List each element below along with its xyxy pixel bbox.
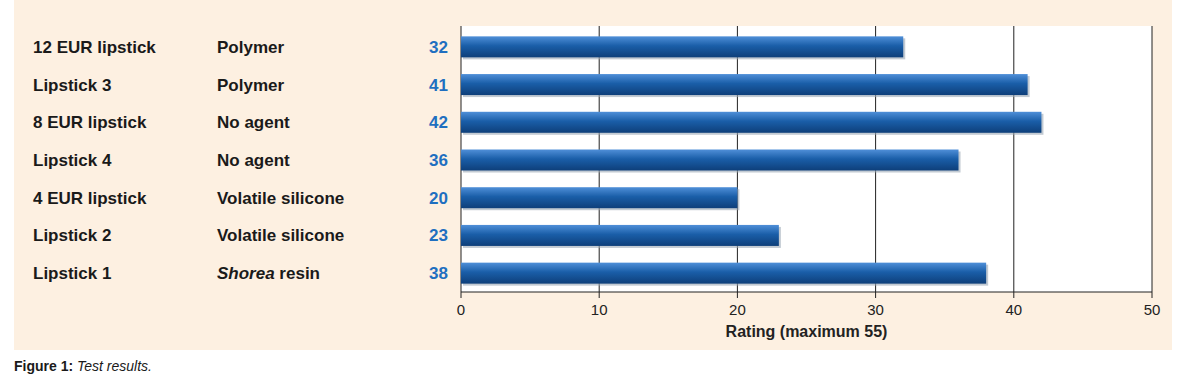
agent-label: No agent [217,113,290,132]
caption: Figure 1: Test results. [14,358,152,374]
tick-label: 10 [591,301,608,318]
chart: 0 10 20 30 40 50 Rating (maximum 55) 12 EUR lip… [0,0,1182,383]
agent-label: Shorea resin [217,264,320,283]
data-label: 20 [429,189,448,208]
category-label: Lipstick 2 [33,226,111,245]
tick [1152,292,1153,298]
tick [875,292,876,298]
category-label: 4 EUR lipstick [33,189,147,208]
tick [599,292,600,298]
agent-label-part: Shorea [217,264,275,283]
category-label: Lipstick 4 [33,151,112,170]
data-label: 42 [429,113,448,132]
panel [14,0,1172,350]
data-label: 23 [429,226,448,245]
grid-line [1013,26,1014,292]
bar [461,36,903,57]
agent-label: Polymer [217,76,284,95]
tick-label: 50 [1144,301,1161,318]
tick-label: 40 [1005,301,1022,318]
agent-label: Volatile silicone [217,226,344,245]
bar [461,225,779,246]
tick-label: 20 [729,301,746,318]
data-label: 32 [429,38,448,57]
tick [1013,292,1014,298]
category-label: Lipstick 1 [33,264,111,283]
grid-line [1152,26,1153,292]
axis-title: Rating (maximum 55) [726,323,888,340]
data-label: 41 [429,76,448,95]
tick [461,292,462,298]
bar [461,150,959,171]
caption-part: Figure 1: [14,358,73,374]
bar [461,187,737,208]
bar [461,74,1028,95]
plot-area [461,26,1152,292]
tick-label: 0 [457,301,465,318]
bar [461,263,986,284]
bars [461,36,1043,285]
category-label: Lipstick 3 [33,76,111,95]
bar [461,112,1041,133]
data-label: 38 [429,264,448,283]
category-label: 8 EUR lipstick [33,113,147,132]
data-label: 36 [429,151,448,170]
agent-label: Volatile silicone [217,189,344,208]
agent-label: Polymer [217,38,284,57]
agent-label-part: resin [275,264,320,283]
agent-label: No agent [217,151,290,170]
x-axis [461,291,1152,292]
tick [737,292,738,298]
tick-label: 30 [867,301,884,318]
caption-part: Test results. [73,358,152,374]
category-label: 12 EUR lipstick [33,38,156,57]
